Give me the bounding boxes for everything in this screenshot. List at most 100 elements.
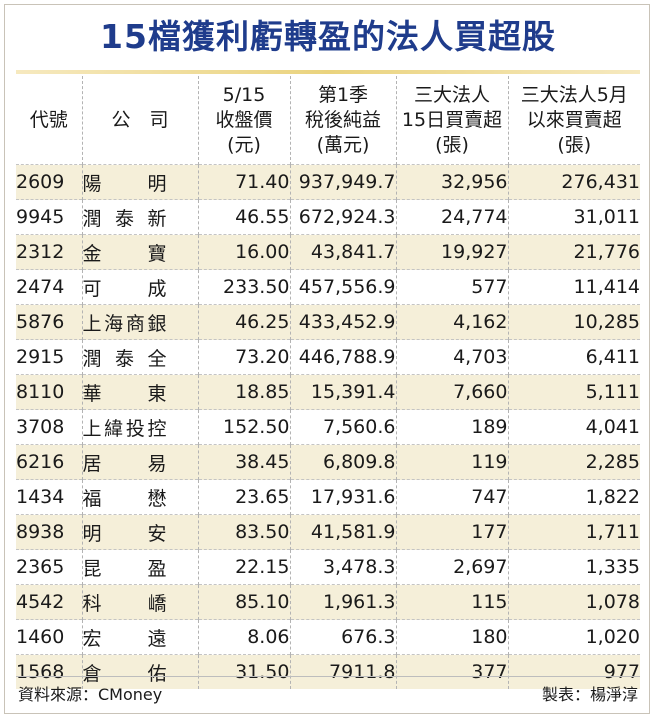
cell-company: 華東 xyxy=(81,374,198,410)
cell-day-net: 577 xyxy=(395,269,508,305)
cell-day-net: 24,774 xyxy=(395,199,508,235)
cell-close-price: 23.65 xyxy=(197,479,290,515)
cell-code: 1460 xyxy=(16,619,82,655)
cell-month-net: 11,414 xyxy=(507,269,640,305)
stock-table: 代號公 司 5/15 收盤價 (元) 第1季 稅後純益 (萬元) 三大法人 15日買賣超 (張) 三… xyxy=(16,76,640,689)
cell-close-price: 233.50 xyxy=(197,269,290,305)
cell-code: 5876 xyxy=(16,304,82,340)
cell-day-net: 180 xyxy=(395,619,508,655)
cell-q1-profit: 433,452.9 xyxy=(289,304,396,340)
cell-company: 明安 xyxy=(81,514,198,550)
cell-q1-profit: 3,478.3 xyxy=(289,549,396,585)
cell-close-price: 8.06 xyxy=(197,619,290,655)
cell-month-net: 21,776 xyxy=(507,234,640,270)
cell-month-net: 1,078 xyxy=(507,584,640,620)
table-row: 5876 上海商銀 46.25 433,452.9 4,162 10,285 xyxy=(16,304,640,340)
table-row: 3708 上緯投控 152.50 7,560.6 189 4,041 xyxy=(16,409,640,445)
page-title: 15檔獲利虧轉盈的法人買超股 xyxy=(100,17,556,56)
cell-day-net: 32,956 xyxy=(395,164,508,200)
cell-code: 2365 xyxy=(16,549,82,585)
cell-month-net: 5,111 xyxy=(507,374,640,410)
cell-day-net: 747 xyxy=(395,479,508,515)
cell-month-net: 1,335 xyxy=(507,549,640,585)
table-row: 9945 潤泰新 46.55 672,924.3 24,774 31,011 xyxy=(16,199,640,235)
table-row: 2915 潤泰全 73.20 446,788.9 4,703 6,411 xyxy=(16,339,640,375)
cell-code: 1568 xyxy=(16,654,82,689)
cell-q1-profit: 457,556.9 xyxy=(289,269,396,305)
header-company: 公 司 xyxy=(81,76,198,165)
cell-code: 2474 xyxy=(16,269,82,305)
cell-company: 科嶠 xyxy=(81,584,198,620)
cell-day-net: 7,660 xyxy=(395,374,508,410)
header-line: 15日買賣超 xyxy=(401,108,503,131)
cell-company: 宏遠 xyxy=(81,619,198,655)
cell-close-price: 46.25 xyxy=(197,304,290,340)
company-name: 潤泰新 xyxy=(82,207,167,230)
cell-month-net: 31,011 xyxy=(507,199,640,235)
source-note: 資料來源：CMoney xyxy=(18,685,163,704)
company-name: 潤泰全 xyxy=(82,347,167,370)
company-name: 上緯投控 xyxy=(82,417,167,440)
cell-q1-profit: 7911.8 xyxy=(289,654,396,689)
header-close: 5/15 收盤價 (元) xyxy=(197,76,290,165)
cell-day-net: 119 xyxy=(395,444,508,480)
credit-note: 製表：楊淨淳 xyxy=(541,685,638,704)
table-row: 2312 金寶 16.00 43,841.7 19,927 21,776 xyxy=(16,234,640,270)
header-line: (張) xyxy=(435,133,469,156)
cell-close-price: 71.40 xyxy=(197,164,290,200)
cell-code: 2915 xyxy=(16,339,82,375)
cell-company: 潤泰全 xyxy=(81,339,198,375)
company-name: 華東 xyxy=(82,382,167,405)
cell-company: 倉佑 xyxy=(81,654,198,689)
cell-day-net: 19,927 xyxy=(395,234,508,270)
cell-code: 8938 xyxy=(16,514,82,550)
cell-q1-profit: 15,391.4 xyxy=(289,374,396,410)
cell-day-net: 2,697 xyxy=(395,549,508,585)
cell-day-net: 377 xyxy=(395,654,508,689)
cell-month-net: 10,285 xyxy=(507,304,640,340)
cell-day-net: 4,703 xyxy=(395,339,508,375)
table-row: 2474 可成 233.50 457,556.9 577 11,414 xyxy=(16,269,640,305)
table-row: 2609 陽明 71.40 937,949.7 32,956 276,431 xyxy=(16,164,640,200)
cell-month-net: 1,822 xyxy=(507,479,640,515)
cell-company: 福懋 xyxy=(81,479,198,515)
header-day-net: 三大法人 15日買賣超 (張) xyxy=(395,76,508,165)
header-line: 收盤價 xyxy=(215,108,273,131)
table-row: 1434 福懋 23.65 17,931.6 747 1,822 xyxy=(16,479,640,515)
cell-month-net: 1,020 xyxy=(507,619,640,655)
cell-q1-profit: 41,581.9 xyxy=(289,514,396,550)
company-name: 宏遠 xyxy=(82,627,167,650)
header-line: 代號 xyxy=(29,108,68,131)
cell-code: 2609 xyxy=(16,164,82,200)
cell-q1-profit: 676.3 xyxy=(289,619,396,655)
company-name: 陽明 xyxy=(82,172,167,195)
header-profit: 第1季 稅後純益 (萬元) xyxy=(289,76,396,165)
table-body: 2609 陽明 71.40 937,949.7 32,956 276,431 9945 潤泰新… xyxy=(16,164,640,689)
cell-company: 居易 xyxy=(81,444,198,480)
cell-q1-profit: 672,924.3 xyxy=(289,199,396,235)
cell-close-price: 46.55 xyxy=(197,199,290,235)
cell-company: 上緯投控 xyxy=(81,409,198,445)
cell-q1-profit: 446,788.9 xyxy=(289,339,396,375)
cell-code: 2312 xyxy=(16,234,82,270)
header-line: (萬元) xyxy=(316,133,370,156)
cell-company: 上海商銀 xyxy=(81,304,198,340)
header-line: 第1季 xyxy=(317,83,369,106)
header-line: (元) xyxy=(227,133,261,156)
company-name: 科嶠 xyxy=(82,592,167,615)
cell-q1-profit: 7,560.6 xyxy=(289,409,396,445)
header-line: 5/15 xyxy=(222,83,266,106)
cell-close-price: 38.45 xyxy=(197,444,290,480)
cell-code: 8110 xyxy=(16,374,82,410)
cell-close-price: 83.50 xyxy=(197,514,290,550)
header-code: 代號 xyxy=(16,76,82,165)
cell-month-net: 2,285 xyxy=(507,444,640,480)
table-row: 2365 昆盈 22.15 3,478.3 2,697 1,335 xyxy=(16,549,640,585)
cell-code: 1434 xyxy=(16,479,82,515)
cell-close-price: 18.85 xyxy=(197,374,290,410)
cell-company: 可成 xyxy=(81,269,198,305)
company-name: 倉佑 xyxy=(82,662,167,685)
company-name: 明安 xyxy=(82,522,167,545)
company-name: 可成 xyxy=(82,277,167,300)
cell-q1-profit: 17,931.6 xyxy=(289,479,396,515)
